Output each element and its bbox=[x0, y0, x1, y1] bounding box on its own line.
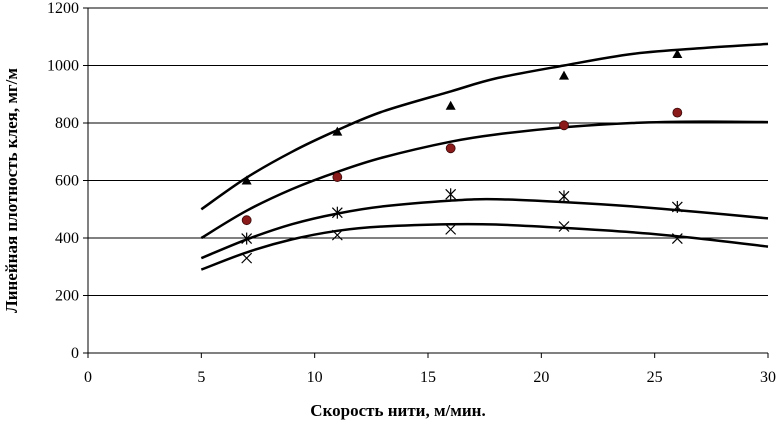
series-0-point-4 bbox=[672, 49, 683, 58]
series-2-point-3 bbox=[558, 190, 570, 203]
y-tick-label-6: 1200 bbox=[47, 0, 79, 17]
series-0-point-3 bbox=[559, 70, 569, 80]
series-3-point-1 bbox=[331, 229, 343, 241]
series-1-point-0 bbox=[241, 215, 252, 226]
series-2-point-1 bbox=[331, 206, 343, 219]
series-0-point-2 bbox=[445, 100, 456, 110]
series-1-point-3 bbox=[559, 120, 569, 131]
series-1-point-1 bbox=[332, 172, 343, 182]
series-2-point-0 bbox=[241, 232, 253, 245]
series-1-point-2 bbox=[445, 143, 456, 154]
x-tick-label-5: 25 bbox=[647, 369, 663, 386]
series-2-point-2 bbox=[445, 188, 457, 201]
y-tick-label-2: 400 bbox=[55, 230, 79, 247]
x-axis-title: Скорость нити, м/мин. bbox=[310, 401, 485, 420]
series-3-trend-line bbox=[200, 222, 769, 271]
x-tick-label-1: 5 bbox=[197, 369, 205, 386]
y-tick-label-3: 600 bbox=[55, 173, 79, 190]
series-3-point-3 bbox=[558, 221, 570, 232]
series-3-point-2 bbox=[445, 223, 457, 235]
series-1-point-4 bbox=[672, 107, 683, 118]
y-tick-label-5: 1000 bbox=[47, 58, 79, 75]
x-tick-label-4: 20 bbox=[533, 369, 549, 386]
series-1-trend-line bbox=[200, 120, 769, 240]
series-0-point-0 bbox=[241, 175, 252, 185]
x-tick-label-0: 0 bbox=[84, 369, 92, 386]
series-0-trend-line bbox=[200, 42, 769, 211]
series-2-point-4 bbox=[671, 200, 683, 213]
x-tick-label-2: 10 bbox=[307, 369, 323, 386]
y-tick-label-1: 200 bbox=[55, 288, 79, 305]
series-3-point-4 bbox=[671, 233, 683, 244]
y-axis-title: Линейная плотность клея, мг/м bbox=[2, 68, 21, 313]
x-tick-label-3: 15 bbox=[420, 369, 436, 386]
series-0-point-1 bbox=[332, 126, 343, 136]
series-2-trend-line bbox=[200, 197, 769, 260]
y-tick-label-0: 0 bbox=[71, 345, 79, 362]
series-3-point-0 bbox=[241, 252, 253, 264]
x-tick-label-6: 30 bbox=[760, 369, 776, 386]
y-tick-label-4: 800 bbox=[55, 115, 79, 132]
